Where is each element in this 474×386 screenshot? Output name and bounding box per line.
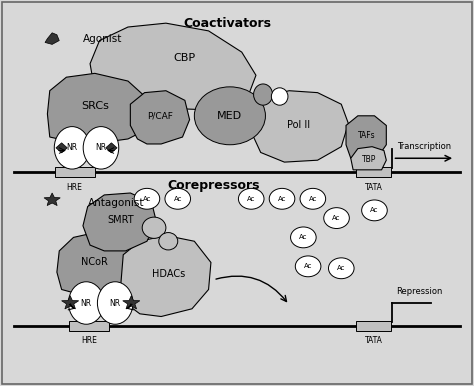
Text: Ac: Ac bbox=[247, 196, 255, 202]
Polygon shape bbox=[254, 91, 348, 162]
Ellipse shape bbox=[271, 88, 288, 105]
Text: NCoR: NCoR bbox=[82, 257, 108, 267]
Polygon shape bbox=[62, 296, 79, 309]
Text: Ac: Ac bbox=[337, 265, 346, 271]
Text: Ac: Ac bbox=[304, 263, 312, 269]
Ellipse shape bbox=[254, 84, 273, 105]
Text: TATA: TATA bbox=[365, 336, 383, 345]
Text: SMRT: SMRT bbox=[108, 215, 134, 225]
Text: Ac: Ac bbox=[143, 196, 151, 202]
Polygon shape bbox=[106, 143, 117, 153]
Text: Ac: Ac bbox=[370, 207, 379, 213]
Circle shape bbox=[291, 227, 316, 248]
Text: NR: NR bbox=[81, 298, 92, 308]
Text: Ac: Ac bbox=[309, 196, 317, 202]
Text: NR: NR bbox=[66, 143, 78, 152]
Text: P/CAF: P/CAF bbox=[147, 111, 173, 120]
Text: TBP: TBP bbox=[362, 155, 376, 164]
FancyBboxPatch shape bbox=[356, 321, 391, 331]
Polygon shape bbox=[121, 235, 211, 317]
Circle shape bbox=[269, 188, 295, 209]
Text: HDACs: HDACs bbox=[152, 269, 185, 279]
Text: Agonist: Agonist bbox=[83, 34, 122, 44]
Polygon shape bbox=[346, 116, 386, 158]
Polygon shape bbox=[57, 232, 135, 295]
Ellipse shape bbox=[194, 87, 265, 145]
Polygon shape bbox=[90, 23, 256, 110]
Polygon shape bbox=[56, 143, 67, 153]
Polygon shape bbox=[130, 91, 190, 144]
Ellipse shape bbox=[98, 282, 133, 324]
Circle shape bbox=[300, 188, 326, 209]
Polygon shape bbox=[45, 33, 59, 44]
Text: HRE: HRE bbox=[66, 183, 82, 193]
Polygon shape bbox=[351, 147, 386, 170]
FancyBboxPatch shape bbox=[55, 167, 95, 177]
Circle shape bbox=[295, 256, 321, 277]
FancyBboxPatch shape bbox=[356, 167, 391, 177]
Circle shape bbox=[134, 188, 160, 209]
Text: SRCs: SRCs bbox=[81, 101, 109, 111]
Polygon shape bbox=[47, 73, 149, 143]
Ellipse shape bbox=[159, 232, 178, 250]
Text: NR: NR bbox=[95, 143, 107, 152]
Circle shape bbox=[165, 188, 191, 209]
Polygon shape bbox=[83, 193, 156, 251]
Circle shape bbox=[324, 208, 349, 229]
FancyBboxPatch shape bbox=[69, 321, 109, 331]
Text: Ac: Ac bbox=[278, 196, 286, 202]
Circle shape bbox=[238, 188, 264, 209]
Circle shape bbox=[328, 258, 354, 279]
Text: Coactivators: Coactivators bbox=[183, 17, 272, 30]
Text: HRE: HRE bbox=[81, 336, 97, 345]
Polygon shape bbox=[123, 296, 140, 309]
Text: Transcription: Transcription bbox=[397, 142, 451, 151]
Text: Ac: Ac bbox=[299, 234, 308, 240]
Text: MED: MED bbox=[217, 111, 243, 121]
Text: Antagonist: Antagonist bbox=[88, 198, 144, 208]
Polygon shape bbox=[44, 193, 60, 206]
Text: NR: NR bbox=[109, 298, 121, 308]
Text: TATA: TATA bbox=[365, 183, 383, 193]
Text: Corepressors: Corepressors bbox=[167, 179, 260, 192]
Ellipse shape bbox=[69, 282, 104, 324]
Text: Ac: Ac bbox=[173, 196, 182, 202]
Circle shape bbox=[362, 200, 387, 221]
Ellipse shape bbox=[142, 217, 166, 239]
Text: CBP: CBP bbox=[174, 53, 196, 63]
Ellipse shape bbox=[83, 127, 118, 169]
Text: Ac: Ac bbox=[332, 215, 341, 221]
Text: TAFs: TAFs bbox=[357, 130, 375, 140]
Ellipse shape bbox=[55, 127, 90, 169]
Text: Pol II: Pol II bbox=[287, 120, 310, 130]
Text: Repression: Repression bbox=[396, 287, 443, 296]
